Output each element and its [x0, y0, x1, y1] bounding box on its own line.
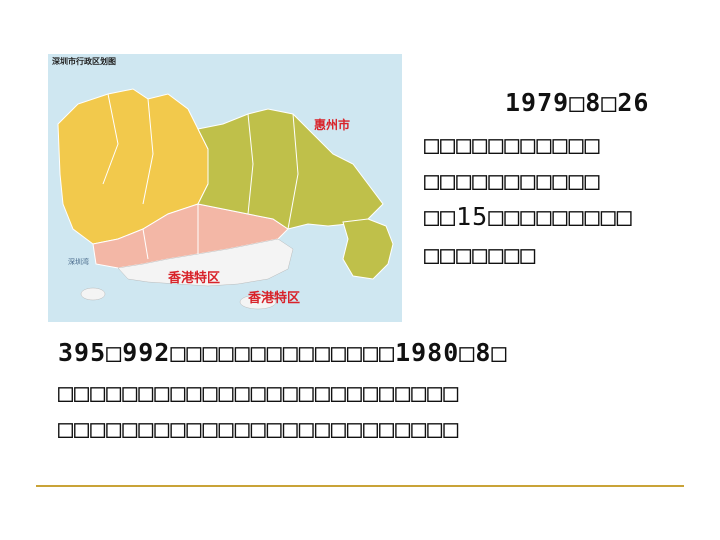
text-line-4: □□15□□□□□□□□□: [424, 202, 633, 231]
text-line-2: □□□□□□□□□□□: [424, 130, 601, 159]
hongkong-label-2: 香港特区: [247, 290, 300, 306]
bay-label: 深圳湾: [68, 257, 89, 266]
huizhou-label: 惠州市: [314, 117, 350, 132]
text-line-3: □□□□□□□□□□□: [424, 166, 601, 195]
text-line-1: 1979□8□26: [505, 88, 650, 117]
footer-divider: [36, 485, 684, 487]
shenzhen-map: 惠州市 香港特区 香港特区 深圳湾 深圳市行政区划图: [48, 54, 402, 322]
dapeng-region: [342, 218, 394, 280]
text-line-7: □□□□□□□□□□□□□□□□□□□□□□□□□: [58, 378, 460, 407]
text-line-8: □□□□□□□□□□□□□□□□□□□□□□□□□: [58, 414, 460, 443]
text-line-5: □□□□□□□: [424, 240, 537, 269]
map-title: 深圳市行政区划图: [52, 57, 116, 66]
island: [80, 287, 106, 301]
map-graphic: 惠州市 香港特区 香港特区 深圳湾: [57, 88, 394, 310]
island: [239, 294, 277, 310]
hongkong-land: [117, 238, 294, 287]
hongkong-label-1: 香港特区: [167, 270, 220, 286]
text-line-6: 395□992□□□□□□□□□□□□□□1980□8□: [58, 338, 508, 367]
